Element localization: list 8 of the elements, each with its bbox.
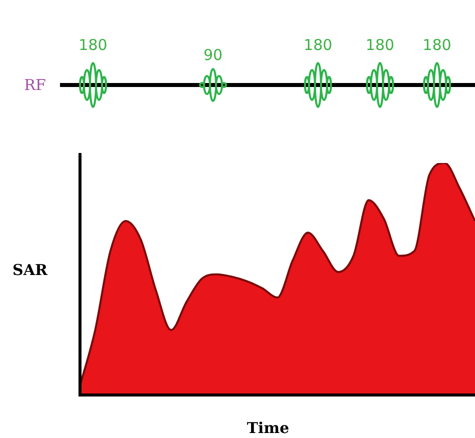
y-axis-title: SAR (12, 261, 48, 279)
text: 180 (304, 36, 332, 54)
text: 180 (422, 36, 452, 54)
text: 90 (203, 46, 223, 64)
text: 180 (78, 36, 108, 54)
x-axis-title: Time (246, 419, 290, 437)
text: 180 (366, 36, 394, 54)
text: RF (24, 76, 46, 94)
